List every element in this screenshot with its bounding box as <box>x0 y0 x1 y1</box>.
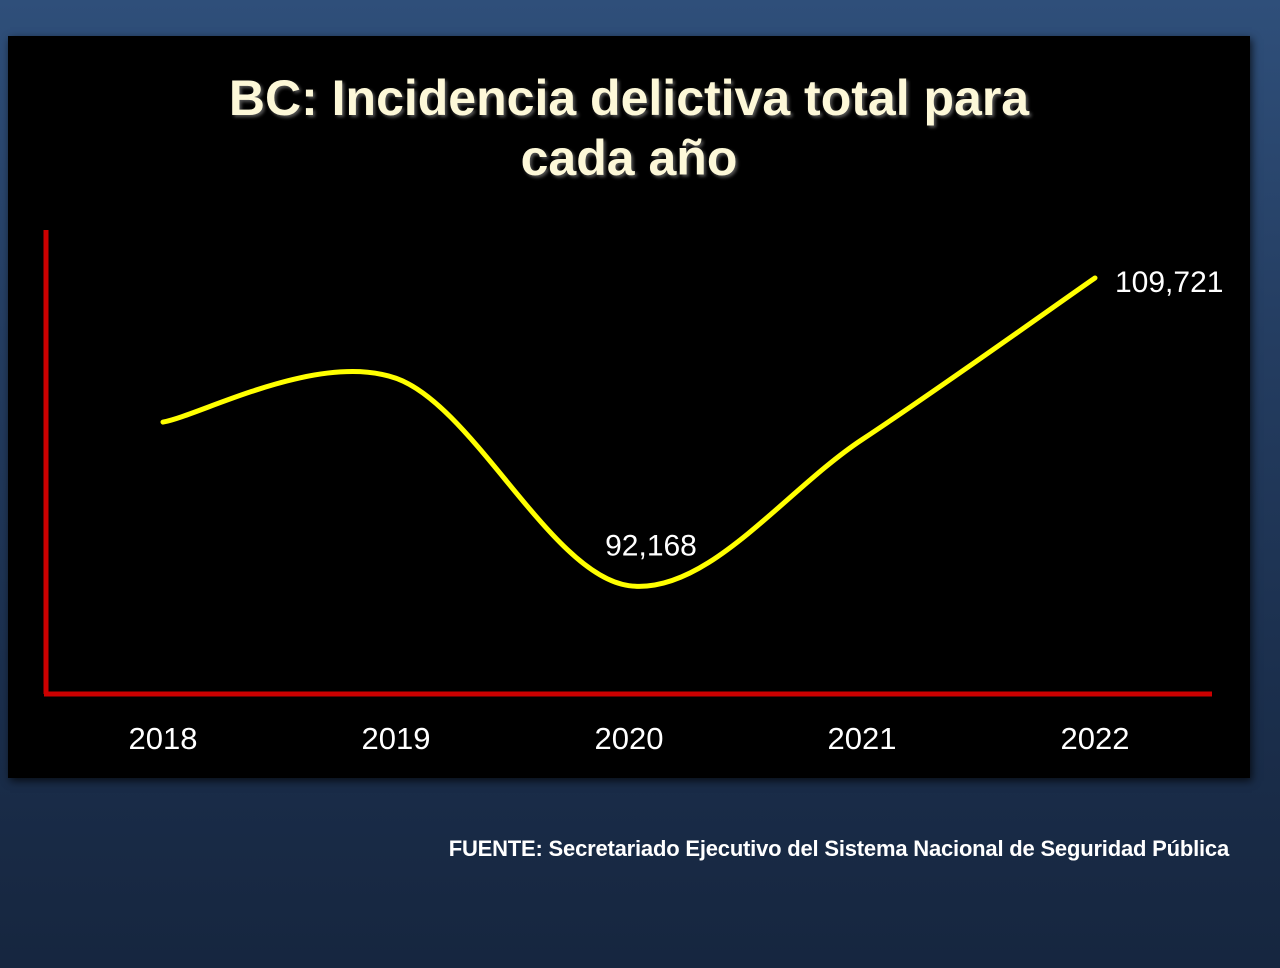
data-label-2020: 92,168 <box>605 530 697 563</box>
chart-title: BC: Incidencia delictiva total para cada… <box>0 68 1258 188</box>
x-tick-label-2021: 2021 <box>828 721 897 756</box>
x-tick-label-2018: 2018 <box>129 721 198 756</box>
x-tick-label-2020: 2020 <box>595 721 664 756</box>
x-tick-label-2019: 2019 <box>362 721 431 756</box>
chart-title-line-2: cada año <box>520 130 738 186</box>
source-note: FUENTE: Secretariado Ejecutivo del Siste… <box>448 836 1229 861</box>
chart-title-line-1: BC: Incidencia delictiva total para <box>228 70 1030 126</box>
data-label-2022: 109,721 <box>1115 266 1223 299</box>
series-line <box>160 275 1098 589</box>
x-tick-label-2022: 2022 <box>1061 721 1130 756</box>
